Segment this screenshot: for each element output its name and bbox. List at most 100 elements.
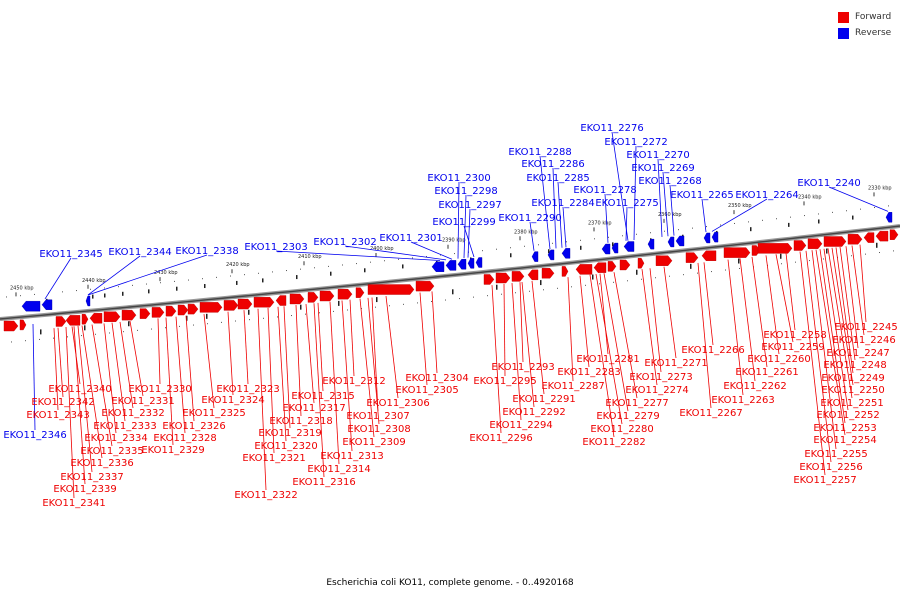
reverse-gene-glyph[interactable] <box>467 258 475 269</box>
reverse-gene-glyph[interactable] <box>703 232 711 244</box>
forward-gene-glyph[interactable] <box>875 230 889 242</box>
gene-label[interactable]: EKO11_2292 <box>502 281 566 418</box>
forward-gene-glyph[interactable] <box>637 258 645 269</box>
forward-gene-glyph[interactable] <box>889 229 899 240</box>
forward-gene-glyph[interactable] <box>139 308 151 319</box>
reverse-gene-glyph[interactable] <box>457 259 467 270</box>
forward-gene-glyph[interactable] <box>19 319 27 331</box>
gene-label[interactable]: EKO11_2269 <box>631 163 695 237</box>
gene-label[interactable]: EKO11_2337 <box>60 325 124 483</box>
forward-gene-glyph[interactable] <box>527 269 539 281</box>
forward-gene-glyph[interactable] <box>701 250 717 261</box>
gene-label[interactable]: EKO11_2342 <box>31 327 95 408</box>
gene-label[interactable]: EKO11_2336 <box>70 325 134 469</box>
gene-label[interactable]: EKO11_2323 <box>216 310 280 395</box>
reverse-gene-glyph[interactable] <box>885 212 893 223</box>
gene-label[interactable]: EKO11_2329 <box>141 317 205 456</box>
gene-label[interactable]: EKO11_2309 <box>342 298 406 448</box>
gene-label[interactable]: EKO11_2284 <box>531 198 595 248</box>
gene-label[interactable]: EKO11_2255 <box>804 250 868 460</box>
forward-gene-glyph[interactable] <box>223 300 239 311</box>
forward-gene-glyph[interactable] <box>121 309 137 321</box>
forward-gene-glyph[interactable] <box>3 320 19 332</box>
gene-label[interactable]: EKO11_2343 <box>26 328 90 421</box>
forward-gene-glyph[interactable] <box>237 298 253 310</box>
forward-gene-glyph[interactable] <box>863 232 875 243</box>
reverse-gene-glyph[interactable] <box>41 299 53 310</box>
gene-label[interactable]: EKO11_2280 <box>590 274 654 435</box>
gene-label[interactable]: EKO11_2270 <box>626 150 690 237</box>
gene-label[interactable]: EKO11_2279 <box>596 273 660 422</box>
forward-gene-glyph[interactable] <box>593 262 607 273</box>
forward-gene-glyph[interactable] <box>81 314 89 325</box>
reverse-gene-glyph[interactable] <box>445 260 457 271</box>
gene-label[interactable]: EKO11_2299 <box>432 217 496 258</box>
reverse-gene-glyph[interactable] <box>531 251 539 262</box>
forward-gene-glyph[interactable] <box>655 255 673 266</box>
gene-label[interactable]: EKO11_2326 <box>162 315 226 432</box>
reverse-gene-glyph[interactable] <box>561 248 571 259</box>
forward-gene-glyph[interactable] <box>823 236 847 247</box>
forward-gene-glyph[interactable] <box>495 272 511 284</box>
forward-gene-glyph[interactable] <box>289 293 305 305</box>
gene-label[interactable]: EKO11_2294 <box>489 283 553 431</box>
gene-label[interactable]: EKO11_2308 <box>347 297 411 435</box>
gene-label[interactable]: EKO11_2260 <box>747 255 811 365</box>
forward-gene-glyph[interactable] <box>757 243 793 254</box>
gene-label[interactable]: EKO11_2250 <box>821 247 885 396</box>
gene-label[interactable]: EKO11_2290 <box>498 213 562 251</box>
reverse-gene-glyph[interactable] <box>611 242 619 254</box>
gene-label[interactable]: EKO11_2322 <box>234 308 298 501</box>
forward-gene-glyph[interactable] <box>511 271 525 282</box>
gene-label[interactable]: EKO11_2276 <box>580 123 644 241</box>
forward-gene-glyph[interactable] <box>619 259 631 271</box>
reverse-gene-glyph[interactable] <box>667 236 675 248</box>
gene-label[interactable]: EKO11_2333 <box>93 322 157 432</box>
gene-label[interactable]: EKO11_2317 <box>282 304 346 414</box>
gene-label[interactable]: EKO11_2256 <box>799 250 863 473</box>
gene-label[interactable]: EKO11_2319 <box>258 306 322 439</box>
gene-label[interactable]: EKO11_2301 <box>379 233 453 260</box>
forward-gene-glyph[interactable] <box>319 290 335 302</box>
gene-label[interactable]: EKO11_2248 <box>823 246 887 371</box>
forward-gene-glyph[interactable] <box>177 304 189 316</box>
forward-gene-glyph[interactable] <box>483 274 495 285</box>
gene-label[interactable]: EKO11_2330 <box>128 318 192 395</box>
forward-gene-glyph[interactable] <box>165 305 177 317</box>
reverse-gene-glyph[interactable] <box>711 231 719 243</box>
gene-label[interactable]: EKO11_2312 <box>322 299 386 387</box>
forward-gene-glyph[interactable] <box>55 316 67 327</box>
gene-label[interactable]: EKO11_2288 <box>508 147 572 250</box>
forward-gene-glyph[interactable] <box>607 261 617 272</box>
forward-gene-glyph[interactable] <box>561 266 569 277</box>
gene-label[interactable]: EKO11_2328 <box>153 316 217 444</box>
gene-label[interactable]: EKO11_2303 <box>244 242 441 261</box>
reverse-gene-glyph[interactable] <box>601 243 611 255</box>
gene-label[interactable]: EKO11_2247 <box>826 246 890 359</box>
gene-label[interactable]: EKO11_2295 <box>473 283 537 387</box>
gene-label[interactable]: EKO11_2331 <box>111 320 175 407</box>
gene-label[interactable]: EKO11_2305 <box>395 292 459 396</box>
gene-label[interactable]: EKO11_2281 <box>576 273 640 365</box>
gene-label[interactable]: EKO11_2277 <box>605 272 669 409</box>
forward-gene-glyph[interactable] <box>151 307 165 318</box>
reverse-gene-glyph[interactable] <box>647 238 655 250</box>
forward-gene-glyph[interactable] <box>187 303 199 315</box>
forward-gene-glyph[interactable] <box>541 268 555 279</box>
gene-label[interactable]: EKO11_2253 <box>813 249 877 434</box>
gene-label[interactable]: EKO11_2271 <box>644 266 708 369</box>
gene-label[interactable]: EKO11_2334 <box>84 323 148 444</box>
gene-label[interactable]: EKO11_2240 <box>797 178 889 212</box>
gene-label[interactable]: EKO11_2272 <box>604 137 668 240</box>
reverse-gene-glyph[interactable] <box>475 257 483 268</box>
gene-label[interactable]: EKO11_2266 <box>681 262 745 356</box>
gene-label[interactable]: EKO11_2324 <box>201 311 265 406</box>
gene-label[interactable]: EKO11_2265 <box>670 190 734 233</box>
gene-label[interactable]: EKO11_2345 <box>39 249 103 300</box>
gene-label[interactable]: EKO11_2298 <box>434 186 498 259</box>
reverse-gene-glyph[interactable] <box>85 295 91 307</box>
gene-label[interactable]: EKO11_2316 <box>292 303 356 488</box>
gene-label[interactable]: EKO11_2246 <box>832 245 896 346</box>
forward-gene-glyph[interactable] <box>275 295 287 306</box>
gene-label[interactable]: EKO11_2315 <box>291 302 355 402</box>
